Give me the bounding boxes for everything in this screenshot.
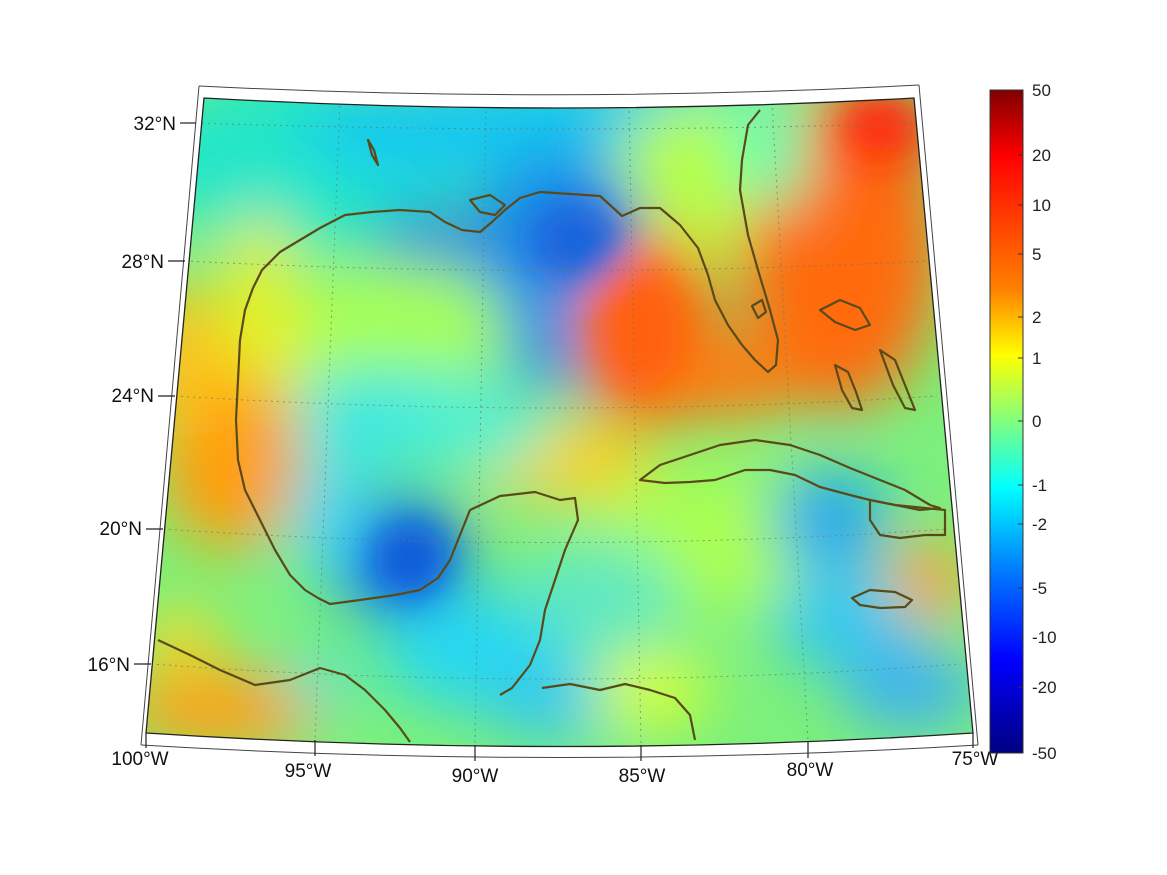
colorbar-tick-neg20: -20 bbox=[1032, 678, 1057, 697]
colorbar-tick-neg10: -10 bbox=[1032, 628, 1057, 647]
lat-label-24n: 24°N bbox=[112, 386, 154, 407]
colorbar: 50 20 10 5 2 1 0 -1 -2 -5 -10 -20 -50 bbox=[989, 81, 1057, 763]
colorbar-tick-neg5: -5 bbox=[1032, 579, 1047, 598]
colorbar-tick-neg1: -1 bbox=[1032, 476, 1047, 495]
lon-label-85w: 85°W bbox=[619, 766, 666, 787]
lon-label-95w: 95°W bbox=[285, 761, 332, 782]
lat-label-16n: 16°N bbox=[88, 655, 130, 676]
lon-label-75w: 75°W bbox=[952, 749, 999, 770]
colorbar-tick-2: 2 bbox=[1032, 308, 1041, 327]
data-field bbox=[146, 98, 973, 747]
colorbar-tick-20: 20 bbox=[1032, 146, 1051, 165]
graticule bbox=[150, 99, 961, 746]
lon-label-100w: 100°W bbox=[111, 749, 168, 770]
colorbar-tick-0: 0 bbox=[1032, 412, 1041, 431]
lon-label-90w: 90°W bbox=[452, 766, 499, 787]
lat-label-20n: 20°N bbox=[100, 519, 142, 540]
colorbar-tick-10: 10 bbox=[1032, 196, 1051, 215]
coastline bbox=[157, 109, 947, 743]
colorbar-tick-neg2: -2 bbox=[1032, 515, 1047, 534]
lon-label-80w: 80°W bbox=[787, 760, 834, 781]
lat-label-28n: 28°N bbox=[122, 252, 164, 273]
colorbar-tick-50: 50 bbox=[1032, 81, 1051, 100]
map-frame bbox=[145, 97, 974, 748]
colorbar-tick-neg50: -50 bbox=[1032, 744, 1057, 763]
colorbar-tick-5: 5 bbox=[1032, 245, 1041, 264]
colorbar-tick-1: 1 bbox=[1032, 349, 1041, 368]
axis-ticks bbox=[134, 122, 974, 761]
lat-label-32n: 32°N bbox=[134, 114, 176, 135]
